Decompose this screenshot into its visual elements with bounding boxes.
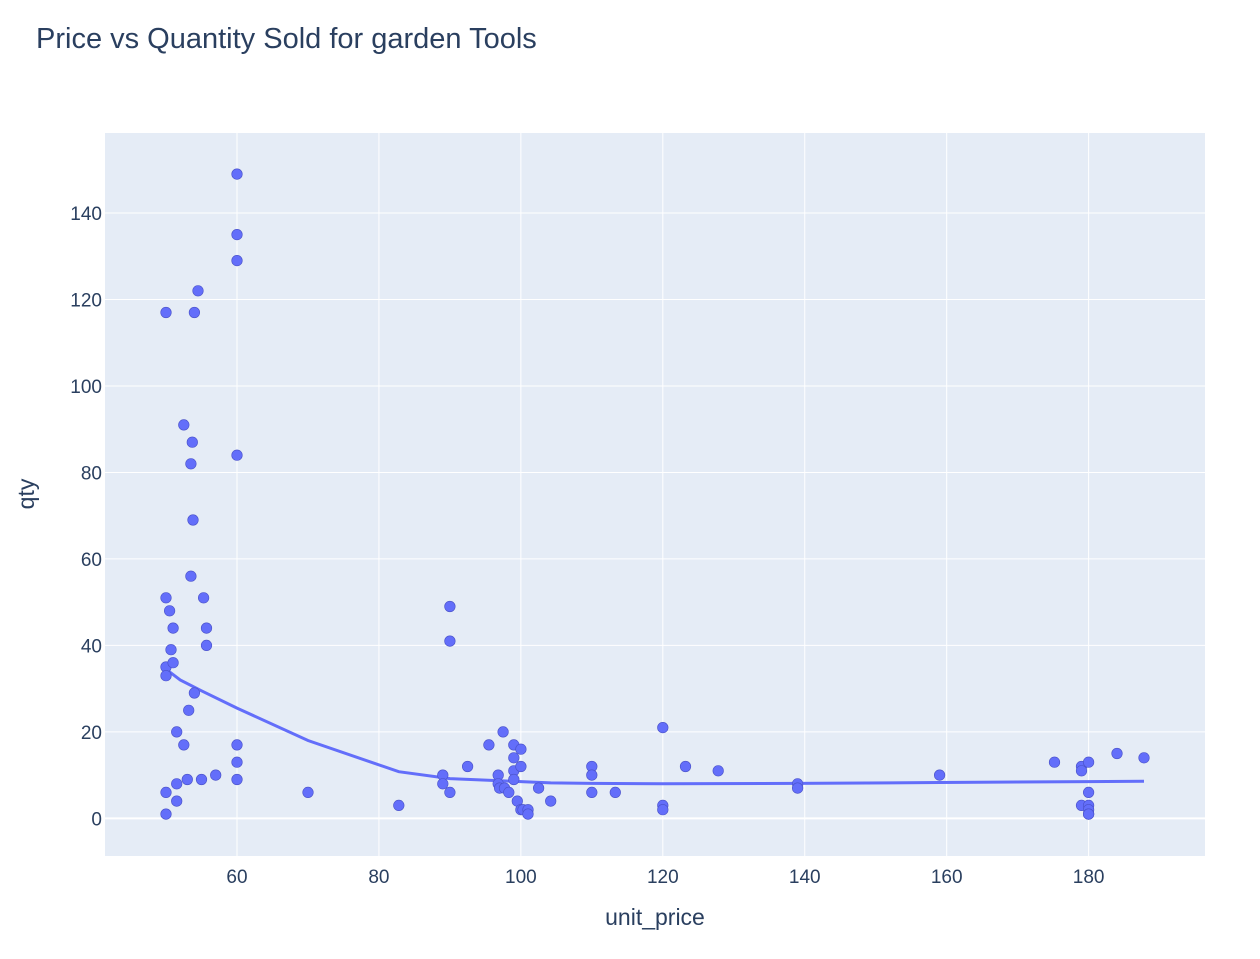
scatter-point <box>657 804 669 816</box>
scatter-point <box>508 773 520 786</box>
scatter-point <box>515 760 527 773</box>
y-tick-labels: 0 20 40 60 80 100 120 140 <box>70 204 102 830</box>
scatter-point <box>200 622 213 634</box>
scatter-point <box>210 769 222 781</box>
scatter-point <box>178 739 190 751</box>
x-tick-label: 80 <box>368 867 389 888</box>
scatter-point <box>231 739 243 751</box>
scatter-point <box>545 795 557 807</box>
scatter-point <box>171 795 183 807</box>
scatter-point <box>1082 786 1095 799</box>
scatter-point <box>1138 752 1150 764</box>
y-tick-label: 100 <box>70 377 102 398</box>
scatter-point <box>160 670 172 682</box>
scatter-point <box>1111 747 1123 760</box>
scatter-point <box>1075 765 1088 777</box>
scatter-point <box>791 782 804 794</box>
scatter-point <box>192 285 204 297</box>
scatter-point <box>302 786 314 799</box>
x-tick-label: 120 <box>647 867 679 888</box>
scatter-point <box>186 436 198 448</box>
x-tick-label: 140 <box>789 867 821 888</box>
scatter-point <box>188 687 200 699</box>
scatter-point <box>231 449 243 461</box>
trend-line <box>165 668 1145 786</box>
scatter-point <box>586 786 598 799</box>
scatter-point <box>508 752 520 764</box>
scatter-point <box>171 778 183 790</box>
x-tick-label: 100 <box>505 867 537 888</box>
scatter-point <box>231 773 243 786</box>
scatter-point <box>679 760 692 773</box>
scatter-point <box>160 808 172 820</box>
scatter-point <box>1048 756 1061 768</box>
scatter-point <box>183 704 195 716</box>
plot-content <box>160 168 1150 820</box>
y-tick-label: 80 <box>81 463 102 484</box>
scatter-point <box>185 570 197 582</box>
scatter-point <box>532 782 545 794</box>
scatter-point <box>231 168 243 180</box>
scatter-point <box>167 622 179 634</box>
scatter-point <box>231 756 243 768</box>
scatter-point <box>160 306 172 319</box>
y-tick-label: 20 <box>81 723 102 744</box>
scatter-point <box>231 255 243 267</box>
y-tick-label: 0 <box>91 809 102 830</box>
x-axis-title: unit_price <box>605 904 705 930</box>
scatter-point <box>160 592 172 604</box>
scatter-point <box>609 786 621 799</box>
scatter-point <box>181 773 193 786</box>
y-tick-label: 140 <box>70 204 102 225</box>
scatter-point <box>657 721 669 734</box>
scatter-point <box>171 726 183 738</box>
scatter-point <box>167 657 179 669</box>
y-tick-label: 120 <box>70 290 102 311</box>
scatter-point <box>712 765 724 777</box>
scatter-point <box>185 458 197 470</box>
scatter-points <box>160 168 1150 820</box>
scatter-point <box>160 786 172 799</box>
x-tick-labels: 60 80 100 120 140 160 180 <box>226 867 1104 888</box>
scatter-point <box>586 769 598 781</box>
scatter-point <box>497 726 509 738</box>
scatter-point <box>393 799 405 812</box>
y-tick-label: 60 <box>81 550 102 571</box>
scatter-point <box>522 808 534 820</box>
scatter-point <box>200 639 213 652</box>
scatter-point <box>198 592 210 604</box>
x-tick-label: 180 <box>1073 867 1105 888</box>
scatter-point <box>188 306 200 319</box>
scatter-point <box>483 739 495 751</box>
scatter-point <box>1082 808 1095 820</box>
scatter-point <box>444 635 456 647</box>
scatter-point <box>462 760 474 773</box>
scatter-point <box>187 514 199 526</box>
scatter-point <box>503 786 515 799</box>
x-tick-label: 160 <box>931 867 963 888</box>
y-gridlines <box>105 212 1205 820</box>
scatter-point <box>164 605 176 617</box>
plot-area <box>105 133 1205 856</box>
scatter-point <box>933 769 946 781</box>
scatter-point <box>178 419 190 431</box>
y-axis-title: qty <box>13 478 39 509</box>
scatter-point <box>515 743 527 755</box>
scatter-point <box>444 786 456 799</box>
scatter-point <box>165 644 177 656</box>
chart-title: Price vs Quantity Sold for garden Tools <box>36 23 537 55</box>
scatter-point <box>444 600 456 613</box>
scatter-point <box>231 229 243 241</box>
scatter-point <box>1082 756 1095 768</box>
x-gridlines <box>236 133 1090 856</box>
x-tick-label: 60 <box>226 867 247 888</box>
y-tick-label: 40 <box>81 636 102 657</box>
scatter-point <box>195 773 208 786</box>
scatter-point <box>437 778 449 790</box>
